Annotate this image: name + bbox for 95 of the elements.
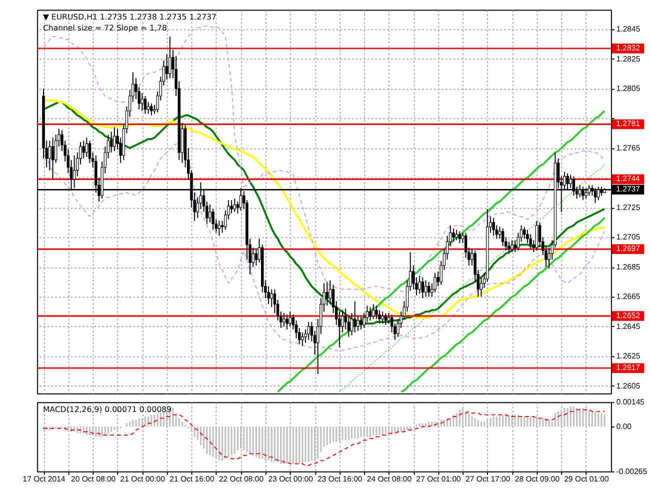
candlestick [535, 220, 538, 252]
y-tick-label: 1.2765 [616, 143, 641, 152]
line-series [276, 110, 606, 393]
x-tick-label: 22 Oct 08:00 [218, 474, 264, 484]
candlestick [492, 217, 495, 236]
candlestick [252, 247, 254, 268]
candlestick [360, 316, 362, 330]
chart-title: MACD(12,26,9) 0.00071 0.00089 [42, 404, 172, 414]
candlestick [254, 248, 258, 266]
candlestick [480, 276, 483, 298]
candlestick [328, 280, 332, 305]
x-tick-label: 23 Oct 00:00 [268, 474, 314, 484]
ref-line-label: 1.2744 [616, 174, 641, 184]
x-tick-label: 27 Oct 01:00 [416, 474, 462, 484]
candlestick [384, 312, 388, 326]
y-tick-label: 1.2665 [616, 292, 641, 302]
candlestick [301, 332, 304, 346]
candlestick [113, 126, 116, 152]
candlestick [140, 92, 144, 112]
ref-line-label: 1.2617 [616, 363, 640, 372]
y-tick-label: 1.2845 [616, 24, 641, 34]
candlestick [421, 276, 424, 299]
x-tick-label: 23 Oct 16:00 [318, 474, 363, 484]
y-tick-label: 1.2705 [616, 232, 641, 242]
candlestick [270, 288, 273, 308]
y-tick-label: 1.2725 [616, 202, 641, 212]
candlestick [368, 306, 372, 321]
x-tick-label: 17 Oct 2014 [22, 474, 66, 484]
candlestick [82, 140, 85, 159]
candlestick [508, 241, 510, 254]
candlestick [529, 234, 532, 250]
line-series [400, 216, 606, 393]
candlestick [418, 275, 421, 294]
chart-title: ▼ EURUSD,H1 1.2735 1.2738 1.2735 1.2737 [42, 12, 217, 22]
candlestick [218, 220, 221, 236]
candlestick [85, 137, 88, 158]
candlestick [434, 272, 436, 293]
candlestick [168, 36, 172, 79]
candlestick [110, 131, 113, 153]
candlestick [48, 140, 52, 171]
x-tick-label: 27 Oct 17:00 [466, 474, 511, 484]
y-tick-label: 1.2805 [616, 84, 641, 94]
ref-line-label: 1.2652 [616, 310, 640, 320]
candlestick [286, 314, 288, 330]
y-tick-label: 1.2625 [616, 352, 641, 361]
candlestick [144, 96, 147, 114]
candlestick [288, 311, 292, 327]
candlestick [514, 240, 517, 253]
y-tick-label: 0.00145 [616, 398, 646, 407]
candlestick [208, 204, 212, 223]
y-tick-label: 1.2825 [616, 54, 641, 64]
candlestick [455, 229, 458, 241]
candlestick [523, 226, 526, 240]
candlestick [230, 200, 233, 214]
candlestick [381, 311, 384, 324]
line-series [338, 164, 606, 392]
candlestick [150, 102, 153, 116]
candlestick [458, 230, 462, 244]
ref-line-label: 1.2737 [616, 184, 640, 194]
candlestick [233, 198, 236, 212]
candlestick [356, 316, 360, 332]
candlestick [427, 281, 430, 298]
x-tick-label: 21 Oct 16:00 [170, 474, 215, 484]
candlestick [353, 300, 356, 333]
candlestick [212, 208, 214, 230]
candlestick [424, 280, 428, 298]
y-tick-label: -0.00265 [616, 466, 648, 476]
x-tick-label: 21 Oct 00:00 [120, 474, 166, 484]
y-tick-label: 0.00 [616, 422, 632, 432]
candlestick [307, 322, 310, 340]
ref-line-label: 1.2781 [616, 119, 640, 128]
candlestick [452, 228, 455, 242]
candlestick [146, 101, 150, 114]
y-tick-label: 1.2605 [616, 381, 641, 390]
y-tick-label: 1.2645 [616, 322, 641, 331]
ref-line-label: 1.2832 [616, 43, 640, 52]
x-tick-label: 24 Oct 08:00 [366, 474, 412, 484]
x-tick-label: 29 Oct 01:00 [564, 474, 610, 484]
candlestick [498, 226, 502, 240]
candlestick [378, 310, 381, 324]
text: Channel size = 72 Slope = 1,78 [42, 23, 167, 32]
x-tick-label: 20 Oct 08:00 [70, 474, 116, 484]
x-tick-label: 28 Oct 09:00 [514, 474, 560, 484]
candlestick [51, 137, 54, 180]
candlestick [387, 312, 390, 324]
candlestick [282, 312, 286, 327]
candlestick [501, 228, 504, 247]
candlestick [375, 305, 378, 320]
candlestick [326, 281, 328, 306]
y-tick-label: 1.2685 [616, 262, 641, 272]
candlestick [88, 140, 92, 164]
candlestick [165, 54, 168, 80]
candlestick [510, 240, 514, 253]
ref-line-label: 1.2697 [616, 244, 640, 254]
candlestick [372, 304, 375, 320]
